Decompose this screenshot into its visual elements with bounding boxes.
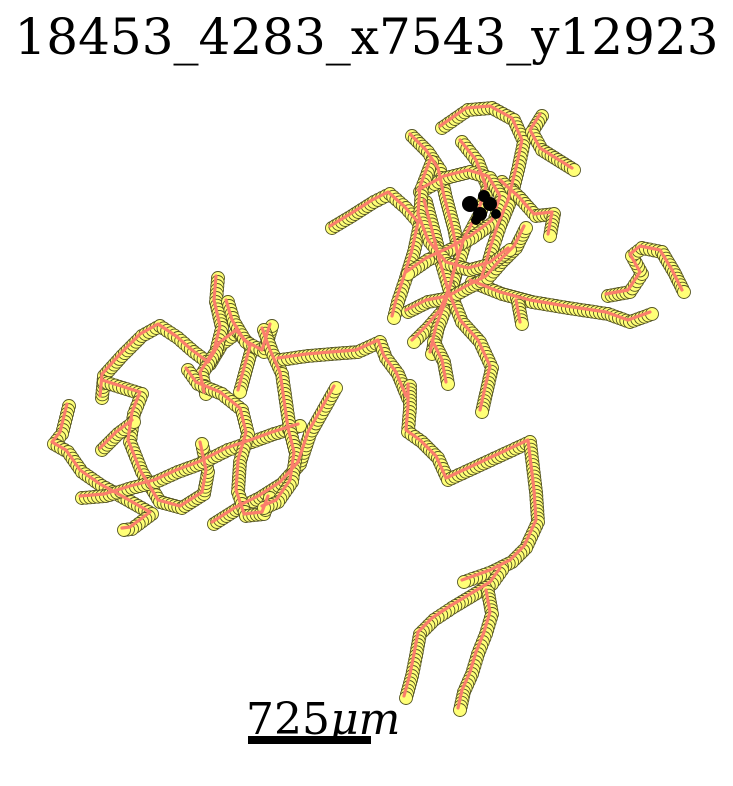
soma-blob <box>478 190 490 202</box>
trace-edge <box>498 178 554 236</box>
trace-edge <box>184 366 270 516</box>
trace-edge <box>78 422 300 498</box>
trace-edge <box>198 274 222 394</box>
trace-edge <box>328 190 420 318</box>
soma-blob <box>471 215 481 225</box>
soma-marker <box>462 190 501 225</box>
trace-node <box>117 523 131 537</box>
trace-edge <box>98 418 134 450</box>
trace-edge <box>260 326 296 508</box>
trace-edge <box>438 104 524 278</box>
trace-edge <box>50 402 152 530</box>
trace-node <box>515 317 529 331</box>
trace-edge <box>404 382 538 582</box>
trace-edge <box>468 278 652 322</box>
trace-edge <box>402 566 502 698</box>
trace-edge <box>98 322 252 398</box>
trace-edge <box>404 224 526 312</box>
trace-edge <box>100 378 208 508</box>
trace-edge <box>456 588 492 710</box>
trace-edge <box>430 338 448 384</box>
scale-bar <box>248 736 371 744</box>
soma-blob <box>462 196 478 212</box>
trace-edge <box>422 198 492 412</box>
trace-node <box>441 377 455 391</box>
trace-edge <box>408 132 460 342</box>
trace-edge <box>514 298 522 324</box>
trace-edge <box>528 112 574 170</box>
trace-edge <box>224 298 272 352</box>
trace-edge <box>276 338 408 398</box>
soma-blob <box>491 209 501 219</box>
trace-edges <box>50 104 684 710</box>
trace-edge <box>210 384 336 524</box>
trace-node <box>407 335 421 349</box>
trace-edge <box>604 244 684 296</box>
trace-edge <box>416 158 510 270</box>
figure-title: 18453_4283_x7543_y12923 <box>14 8 719 66</box>
trace-nodes <box>47 101 691 717</box>
